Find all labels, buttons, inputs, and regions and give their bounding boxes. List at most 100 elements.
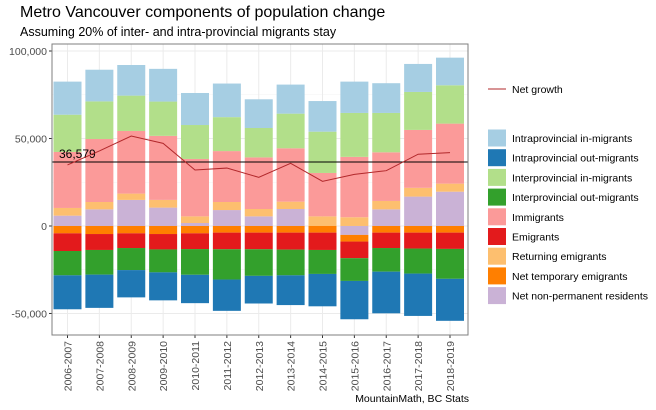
- bar-interprovincial-out-migrants-2014-2015: [308, 249, 337, 274]
- bar-interprovincial-out-migrants-2013-2014: [276, 249, 305, 276]
- bar-intraprovincial-in-migrants-2007-2008: [85, 69, 114, 102]
- bar-intraprovincial-out-migrants-2015-2016: [340, 280, 369, 320]
- bar-intraprovincial-out-migrants-2013-2014: [276, 275, 305, 306]
- bar-intraprovincial-in-migrants-2009-2010: [149, 68, 178, 102]
- bar-immigrants-2012-2013: [244, 157, 273, 210]
- bar-intraprovincial-out-migrants-2006-2007: [53, 275, 82, 310]
- bar-net-non-permanent-residents-2008-2009: [117, 199, 146, 226]
- reference-line-label: 36,579: [59, 147, 96, 161]
- bar-intraprovincial-out-migrants-2009-2010: [149, 272, 178, 301]
- bar-intraprovincial-in-migrants-2013-2014: [276, 84, 305, 114]
- bar-returning-emigrants-2013-2014: [276, 201, 305, 210]
- bar-net-temporary-emigrants-2012-2013: [244, 225, 273, 233]
- legend-key: [488, 149, 506, 167]
- bar-net-non-permanent-residents-2015-2016: [340, 225, 369, 235]
- y-tick-label: 50,000: [15, 133, 47, 145]
- bar-returning-emigrants-2011-2012: [212, 202, 241, 211]
- bar-immigrants-2010-2011: [181, 158, 209, 217]
- bar-interprovincial-in-migrants-2011-2012: [212, 117, 241, 152]
- bar-intraprovincial-in-migrants-2010-2011: [181, 92, 209, 126]
- bar-interprovincial-out-migrants-2007-2008: [85, 249, 114, 275]
- bar-immigrants-2014-2015: [308, 172, 337, 217]
- bar-intraprovincial-out-migrants-2007-2008: [85, 274, 114, 308]
- bar-intraprovincial-out-migrants-2017-2018: [404, 273, 433, 316]
- bar-interprovincial-in-migrants-2017-2018: [404, 91, 433, 130]
- bar-emigrants-2013-2014: [276, 232, 305, 250]
- bar-immigrants-2018-2019: [436, 123, 464, 184]
- bar-intraprovincial-in-migrants-2017-2018: [404, 63, 433, 92]
- legend-label: Interprovincial in-migrants: [512, 172, 632, 184]
- bar-intraprovincial-in-migrants-2006-2007: [53, 81, 82, 115]
- bar-interprovincial-out-migrants-2011-2012: [212, 249, 241, 280]
- bar-interprovincial-in-migrants-2009-2010: [149, 101, 178, 136]
- x-tick-label: 2015-2016: [349, 341, 361, 391]
- bar-net-non-permanent-residents-2009-2010: [149, 207, 178, 226]
- chart-caption: MountainMath, BC Stats: [355, 393, 469, 405]
- chart-title: Metro Vancouver components of population…: [20, 4, 386, 21]
- bar-net-temporary-emigrants-2014-2015: [308, 225, 337, 233]
- bar-net-non-permanent-residents-2016-2017: [372, 209, 401, 226]
- x-tick-label: 2018-2019: [445, 341, 457, 391]
- bar-emigrants-2016-2017: [372, 232, 401, 249]
- bar-emigrants-2014-2015: [308, 232, 337, 250]
- bar-net-temporary-emigrants-2007-2008: [85, 225, 114, 235]
- bar-interprovincial-in-migrants-2012-2013: [244, 127, 273, 158]
- bar-returning-emigrants-2007-2008: [85, 202, 114, 210]
- bar-returning-emigrants-2008-2009: [117, 193, 146, 200]
- bar-interprovincial-out-migrants-2006-2007: [53, 251, 82, 276]
- bar-net-temporary-emigrants-2011-2012: [212, 225, 241, 233]
- bar-returning-emigrants-2015-2016: [340, 217, 369, 226]
- bar-intraprovincial-in-migrants-2016-2017: [372, 83, 401, 113]
- bar-interprovincial-in-migrants-2013-2014: [276, 113, 305, 149]
- bar-interprovincial-in-migrants-2018-2019: [436, 85, 464, 124]
- x-tick-label: 2009-2010: [158, 341, 170, 391]
- bar-interprovincial-in-migrants-2010-2011: [181, 125, 209, 159]
- bar-returning-emigrants-2017-2018: [404, 187, 433, 197]
- bar-emigrants-2009-2010: [149, 234, 178, 250]
- legend-key: [488, 188, 506, 206]
- bar-intraprovincial-in-migrants-2008-2009: [117, 64, 146, 96]
- legend-label-net-growth: Net growth: [512, 84, 563, 96]
- legend-key: [488, 287, 506, 305]
- bar-net-temporary-emigrants-2015-2016: [340, 234, 369, 242]
- bar-interprovincial-in-migrants-2006-2007: [53, 114, 82, 152]
- bar-intraprovincial-in-migrants-2018-2019: [436, 57, 464, 86]
- legend-key: [488, 267, 506, 285]
- bar-immigrants-2011-2012: [212, 151, 241, 203]
- plot-border: [51, 43, 469, 336]
- bar-net-temporary-emigrants-2018-2019: [436, 225, 464, 233]
- bar-intraprovincial-out-migrants-2014-2015: [308, 273, 337, 307]
- bar-intraprovincial-in-migrants-2012-2013: [244, 99, 273, 128]
- legend-label: Net non-permanent residents: [512, 291, 648, 303]
- bar-interprovincial-out-migrants-2017-2018: [404, 248, 433, 274]
- bar-net-temporary-emigrants-2016-2017: [372, 225, 401, 233]
- chart-subtitle: Assuming 20% of inter- and intra-provinc…: [20, 25, 337, 39]
- bar-immigrants-2016-2017: [372, 152, 401, 201]
- x-tick-label: 2011-2012: [222, 341, 234, 391]
- x-tick-label: 2006-2007: [63, 341, 75, 391]
- bar-emigrants-2011-2012: [212, 232, 241, 250]
- x-tick-label: 2007-2008: [94, 341, 106, 391]
- bar-interprovincial-out-migrants-2010-2011: [181, 249, 209, 275]
- legend-key: [488, 129, 506, 147]
- bar-interprovincial-out-migrants-2009-2010: [149, 249, 178, 273]
- bar-interprovincial-out-migrants-2012-2013: [244, 249, 273, 276]
- bar-returning-emigrants-2010-2011: [181, 216, 209, 224]
- bar-interprovincial-out-migrants-2018-2019: [436, 248, 464, 279]
- bar-intraprovincial-in-migrants-2011-2012: [212, 83, 241, 118]
- bar-net-non-permanent-residents-2006-2007: [53, 215, 82, 226]
- x-tick-label: 2014-2015: [318, 341, 330, 391]
- bar-emigrants-2006-2007: [53, 233, 82, 252]
- bar-net-non-permanent-residents-2017-2018: [404, 196, 433, 226]
- legend-label: Intraprovincial out-migrants: [512, 153, 639, 165]
- x-tick-label: 2010-2011: [190, 341, 202, 391]
- bar-intraprovincial-out-migrants-2011-2012: [212, 279, 241, 311]
- bar-immigrants-2007-2008: [85, 139, 114, 203]
- bar-emigrants-2008-2009: [117, 233, 146, 249]
- bar-immigrants-2009-2010: [149, 135, 178, 200]
- legend-key: [488, 208, 506, 226]
- legend-label: Interprovincial out-migrants: [512, 192, 639, 204]
- bar-intraprovincial-out-migrants-2012-2013: [244, 275, 273, 304]
